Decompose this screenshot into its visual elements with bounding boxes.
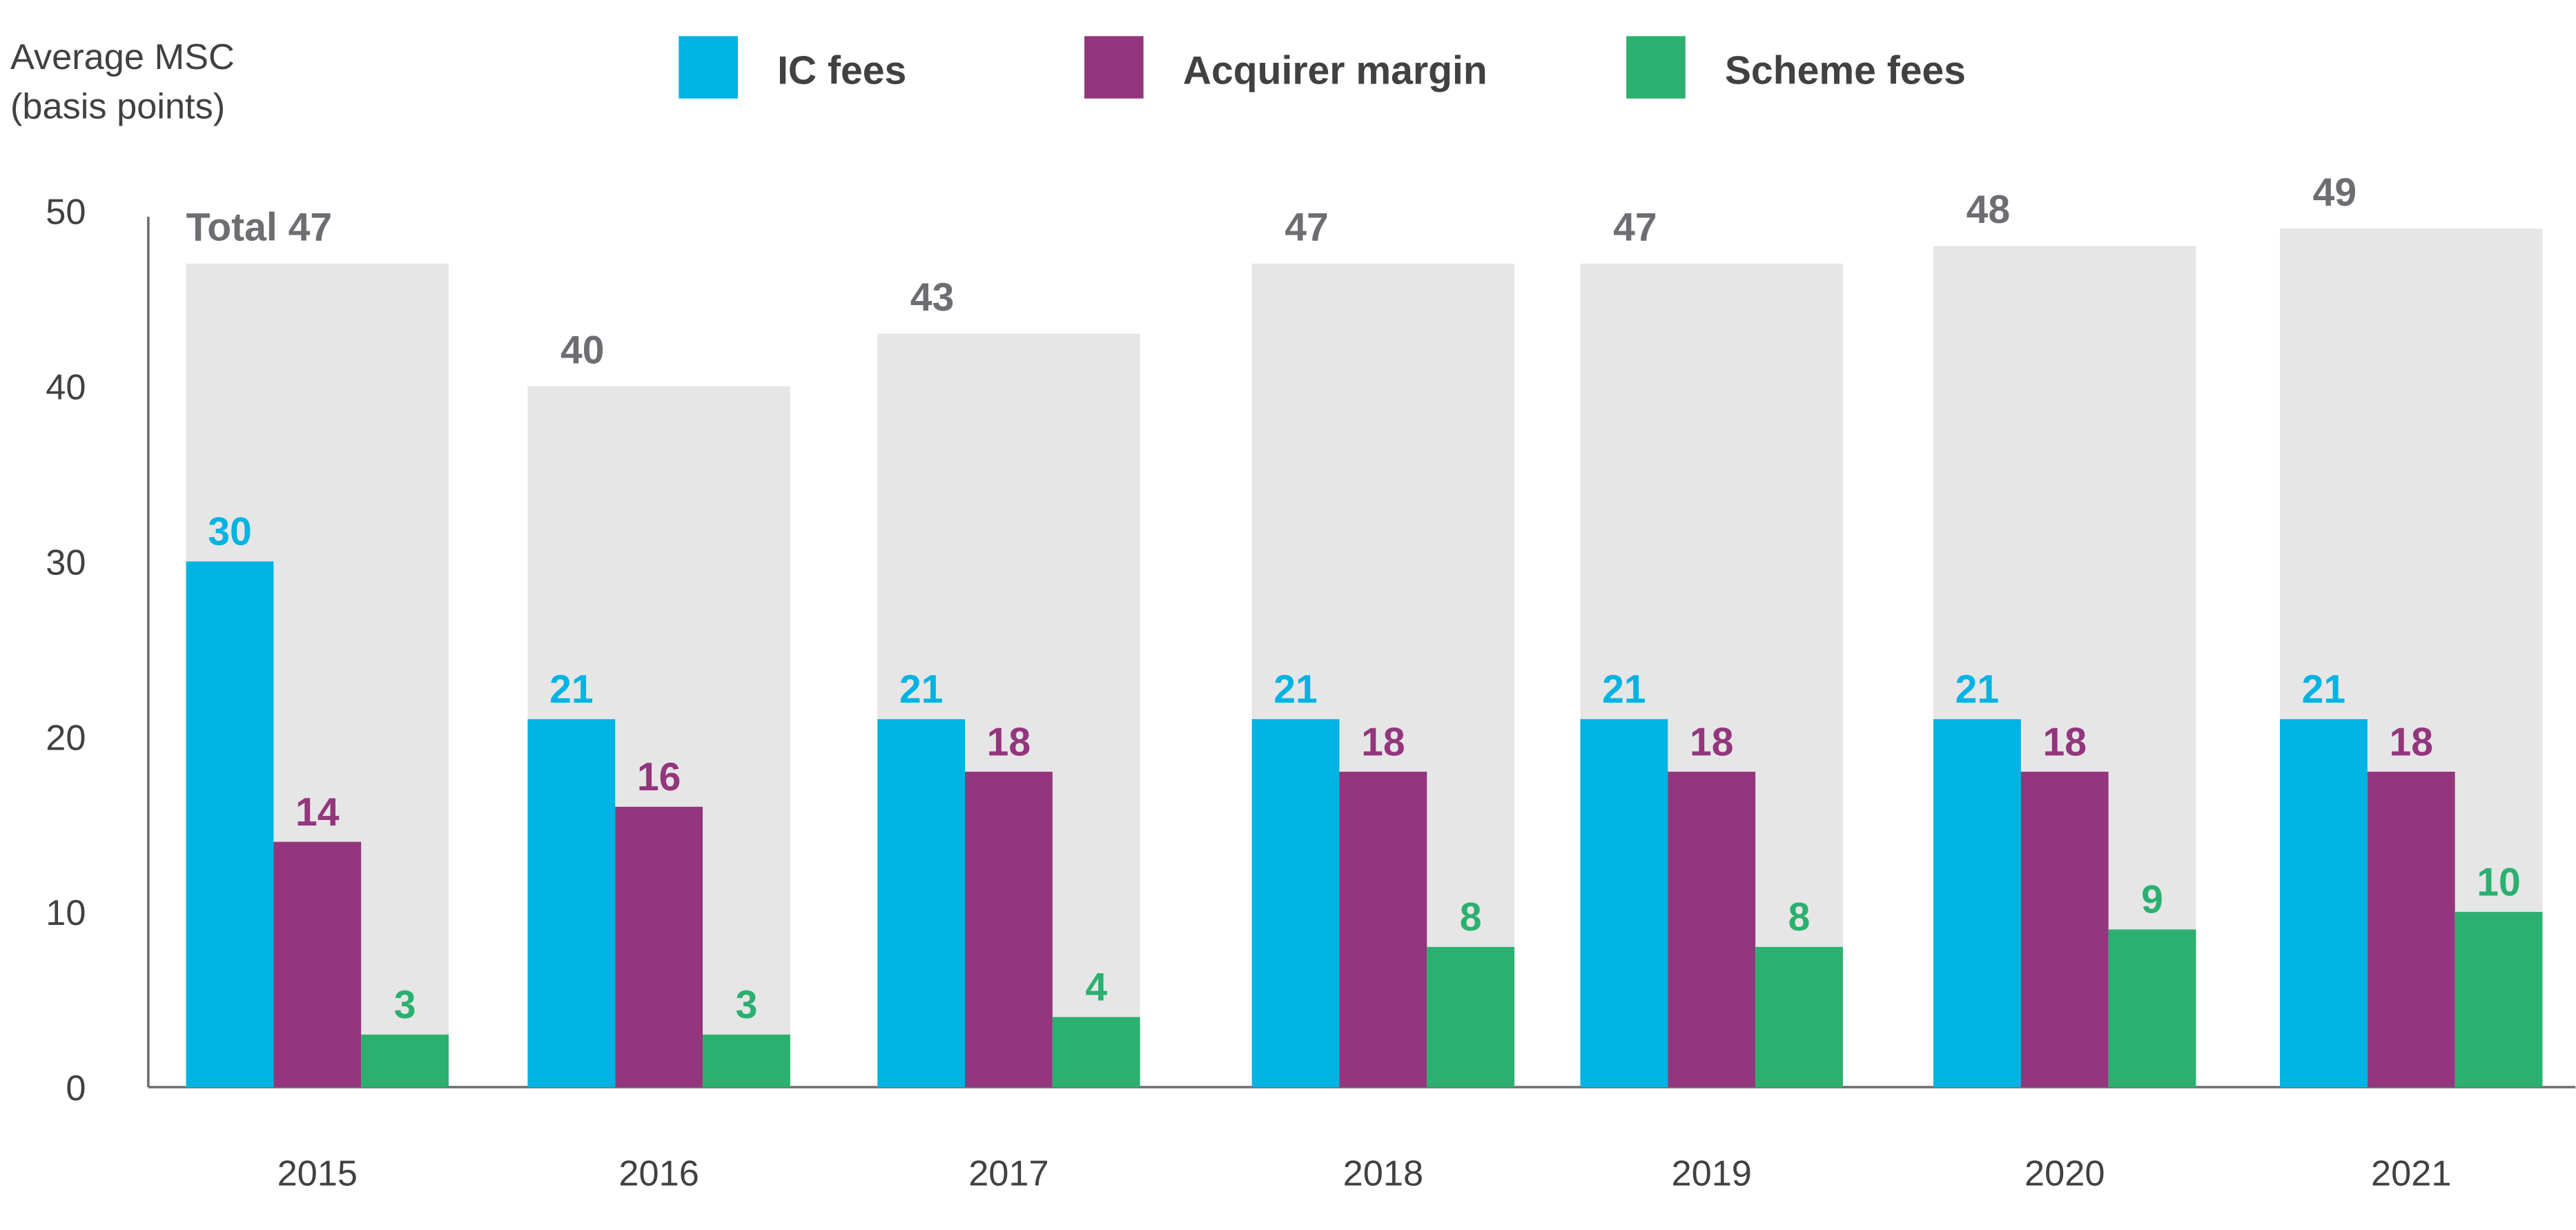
bar-2015-2 xyxy=(361,1034,449,1088)
legend: IC fees Acquirer margin Scheme fees xyxy=(679,36,1966,99)
bars: Total 47 30 14 3 40 21 16 3 43 21 18 4 47 21 18 8 47 21 18… xyxy=(186,170,2543,1088)
bar-2016-0 xyxy=(527,719,616,1088)
value-label-2016-1: 16 xyxy=(637,755,681,799)
bar-2020-1 xyxy=(2020,772,2109,1088)
bar-2020-2 xyxy=(2108,929,2196,1088)
y-tick-label-50: 50 xyxy=(46,193,86,233)
bar-2017-0 xyxy=(877,719,966,1088)
value-label-2021-0: 21 xyxy=(2302,667,2346,712)
bar-2019-2 xyxy=(1755,946,1843,1088)
x-tick-label-2020: 2020 xyxy=(2024,1154,2105,1194)
value-label-2015-2: 3 xyxy=(394,983,416,1027)
legend-label-2: Scheme fees xyxy=(1725,48,1966,92)
y-tick-label-0: 0 xyxy=(66,1068,86,1109)
total-label-2020: 48 xyxy=(1967,188,2011,232)
value-label-2016-0: 21 xyxy=(549,667,594,712)
x-tick-label-2015: 2015 xyxy=(277,1154,358,1194)
value-label-2021-2: 10 xyxy=(2477,860,2521,904)
x-tick-label-2016: 2016 xyxy=(618,1154,699,1194)
bar-2021-1 xyxy=(2367,772,2455,1088)
value-label-2019-2: 8 xyxy=(1788,895,1811,939)
y-axis-label-line2: (basis points) xyxy=(10,86,225,126)
value-label-2020-1: 18 xyxy=(2042,720,2087,764)
x-tick-label-2018: 2018 xyxy=(1343,1154,1423,1194)
y-tick-label-20: 20 xyxy=(46,718,86,758)
value-label-2021-1: 18 xyxy=(2389,720,2433,764)
total-label-2016: 40 xyxy=(560,328,605,372)
bar-2020-0 xyxy=(1933,719,2021,1088)
bar-2021-0 xyxy=(2280,719,2368,1088)
legend-swatch-0 xyxy=(679,36,738,99)
total-label-2021: 49 xyxy=(2313,170,2357,215)
bar-2019-0 xyxy=(1580,719,1668,1088)
x-tick-label-2021: 2021 xyxy=(2371,1154,2451,1194)
value-label-2016-2: 3 xyxy=(736,983,758,1027)
value-label-2019-0: 21 xyxy=(1602,667,1646,712)
value-label-2017-1: 18 xyxy=(987,720,1031,764)
bar-2018-1 xyxy=(1339,772,1427,1088)
bar-2017-1 xyxy=(965,772,1053,1088)
value-label-2018-1: 18 xyxy=(1361,720,1405,764)
bar-2017-2 xyxy=(1052,1017,1140,1088)
y-tick-label-40: 40 xyxy=(46,368,86,408)
bar-2016-1 xyxy=(615,806,703,1088)
y-tick-label-10: 10 xyxy=(46,893,86,933)
bar-2015-1 xyxy=(273,841,362,1088)
bar-2016-2 xyxy=(703,1034,790,1088)
bar-2019-1 xyxy=(1668,772,1756,1088)
bar-2018-0 xyxy=(1251,719,1340,1088)
legend-swatch-1 xyxy=(1084,36,1144,99)
total-label-2017: 43 xyxy=(910,275,955,320)
legend-label-0: IC fees xyxy=(777,48,906,92)
x-tick-label-2017: 2017 xyxy=(968,1154,1048,1194)
value-label-2019-1: 18 xyxy=(1690,720,1734,764)
total-label-2019: 47 xyxy=(1613,206,1657,250)
y-tick-label-30: 30 xyxy=(46,543,86,583)
legend-swatch-2 xyxy=(1626,36,1686,99)
bar-2015-0 xyxy=(186,561,274,1088)
legend-label-1: Acquirer margin xyxy=(1183,48,1487,92)
value-label-2015-1: 14 xyxy=(295,790,340,834)
total-label-2018: 47 xyxy=(1285,206,1329,250)
value-label-2020-0: 21 xyxy=(1955,667,2000,712)
value-label-2015-0: 30 xyxy=(208,510,252,554)
total-label-2015: Total 47 xyxy=(186,206,333,250)
bar-2021-2 xyxy=(2455,912,2543,1088)
value-label-2020-2: 9 xyxy=(2141,878,2163,922)
x-tick-label-2019: 2019 xyxy=(1671,1154,1751,1194)
y-axis-label-line1: Average MSC xyxy=(10,37,235,77)
axes: 0 10 20 30 40 50 2015 2016 2017 2018 2019 2020 2021 xyxy=(46,193,2576,1194)
bar-2018-2 xyxy=(1427,946,1515,1088)
value-label-2018-2: 8 xyxy=(1460,895,1482,939)
value-label-2017-2: 4 xyxy=(1085,966,1107,1010)
value-label-2018-0: 21 xyxy=(1274,667,1318,712)
value-label-2017-0: 21 xyxy=(899,667,944,712)
